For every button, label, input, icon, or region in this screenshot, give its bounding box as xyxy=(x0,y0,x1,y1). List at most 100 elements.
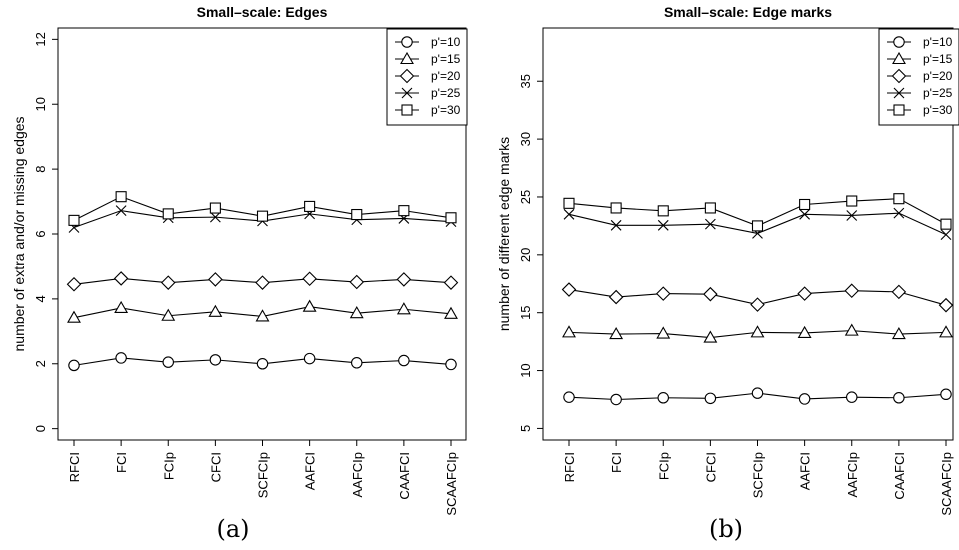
series-cross xyxy=(563,207,952,240)
legend: p'=10 p'=15 p'=20 p'=25 p'=30 xyxy=(386,28,468,126)
y-tick-label: 15 xyxy=(518,305,533,319)
legend-label: p'=25 xyxy=(923,86,953,100)
data-point xyxy=(891,326,906,340)
y-tick-label: 10 xyxy=(518,363,533,377)
series-square xyxy=(68,191,457,226)
data-point xyxy=(162,356,175,368)
legend-label: p'=10 xyxy=(923,35,953,49)
panel-b: Small–scale: Edge marks number of differe… xyxy=(496,4,959,543)
x-tick-label: SCAAFCIp xyxy=(939,452,954,516)
x-tick-label: AAFCIp xyxy=(350,452,365,498)
data-point xyxy=(608,289,624,305)
data-point xyxy=(208,304,223,317)
data-point xyxy=(798,393,811,405)
x-tick-label: CFCI xyxy=(703,452,718,482)
x-tick-label: CFCI xyxy=(208,452,223,482)
data-point xyxy=(115,352,127,364)
y-tick-label: 5 xyxy=(518,425,533,432)
legend-label: p'=20 xyxy=(431,69,461,83)
data-point xyxy=(445,358,457,371)
data-point xyxy=(304,200,316,212)
data-point xyxy=(655,286,671,301)
series-diamond xyxy=(66,271,459,292)
data-point xyxy=(563,197,575,209)
legend-label: p'=30 xyxy=(923,103,953,117)
data-point xyxy=(750,325,765,338)
data-point xyxy=(113,271,129,286)
data-point xyxy=(940,218,952,230)
data-point xyxy=(255,275,270,290)
data-point xyxy=(350,357,363,369)
legend-marker xyxy=(400,51,414,65)
data-point xyxy=(657,205,669,217)
series-triangle xyxy=(67,299,458,323)
y-tick-label: 4 xyxy=(33,295,48,302)
data-point xyxy=(443,275,459,290)
data-point xyxy=(256,210,269,222)
legend-marker xyxy=(399,68,415,84)
chart-title: Small–scale: Edge marks xyxy=(664,4,832,20)
data-point xyxy=(610,219,622,231)
x-tick-label: AAFCIp xyxy=(845,452,860,498)
y-tick-label: 10 xyxy=(33,97,48,111)
data-point xyxy=(161,308,176,321)
y-tick-label: 35 xyxy=(518,74,533,88)
data-point xyxy=(67,310,81,323)
legend-marker xyxy=(401,87,413,99)
series-diamond xyxy=(561,282,954,313)
panel-caption: (b) xyxy=(709,515,743,543)
legend-label: p'=25 xyxy=(431,86,461,100)
x-tick-label: RFCI xyxy=(562,452,577,482)
x-tick-label: FCI xyxy=(114,452,129,473)
data-point xyxy=(657,219,669,231)
legend-marker xyxy=(893,87,905,99)
legend-label: p'=20 xyxy=(923,69,953,83)
data-point xyxy=(704,202,716,214)
legend-label: p'=15 xyxy=(431,52,461,66)
data-point xyxy=(657,392,669,404)
legend-marker xyxy=(891,68,907,84)
data-point xyxy=(349,306,364,319)
legend: p'=10 p'=15 p'=20 p'=25 p'=30 xyxy=(878,28,959,126)
data-point xyxy=(114,300,129,314)
data-point xyxy=(398,354,410,367)
x-tick-label: CAAFCI xyxy=(892,452,907,500)
x-tick-label: AAFCI xyxy=(798,452,813,490)
data-point xyxy=(256,358,269,370)
data-point xyxy=(610,393,622,406)
data-point xyxy=(940,388,952,401)
data-point xyxy=(750,297,765,312)
data-point xyxy=(563,391,575,403)
data-point xyxy=(208,272,223,287)
data-point xyxy=(799,208,811,220)
data-point xyxy=(444,306,458,319)
legend-label: p'=10 xyxy=(431,35,461,49)
data-point xyxy=(561,282,577,297)
data-point xyxy=(209,202,221,214)
y-tick-label: 6 xyxy=(33,230,48,237)
data-point xyxy=(703,286,718,302)
y-tick-label: 12 xyxy=(33,32,48,46)
data-point xyxy=(349,274,365,290)
data-point xyxy=(656,326,671,339)
data-point xyxy=(797,325,812,338)
series-square xyxy=(563,193,952,232)
data-point xyxy=(115,205,127,217)
data-point xyxy=(209,211,221,223)
data-point xyxy=(398,205,410,217)
data-point xyxy=(751,387,764,399)
data-point xyxy=(845,391,858,403)
data-point xyxy=(351,208,363,221)
data-point xyxy=(703,330,718,343)
data-point xyxy=(846,195,858,207)
y-tick-label: 8 xyxy=(33,166,48,173)
legend-label: p'=30 xyxy=(431,103,461,117)
series-triangle xyxy=(562,323,953,343)
data-point xyxy=(704,218,716,230)
legend-marker xyxy=(893,104,905,116)
x-tick-label: SCFCIp xyxy=(751,452,766,498)
y-tick-label: 25 xyxy=(518,190,533,204)
data-point xyxy=(797,286,812,301)
data-point xyxy=(609,326,624,340)
chart-title: Small–scale: Edges xyxy=(197,4,328,20)
